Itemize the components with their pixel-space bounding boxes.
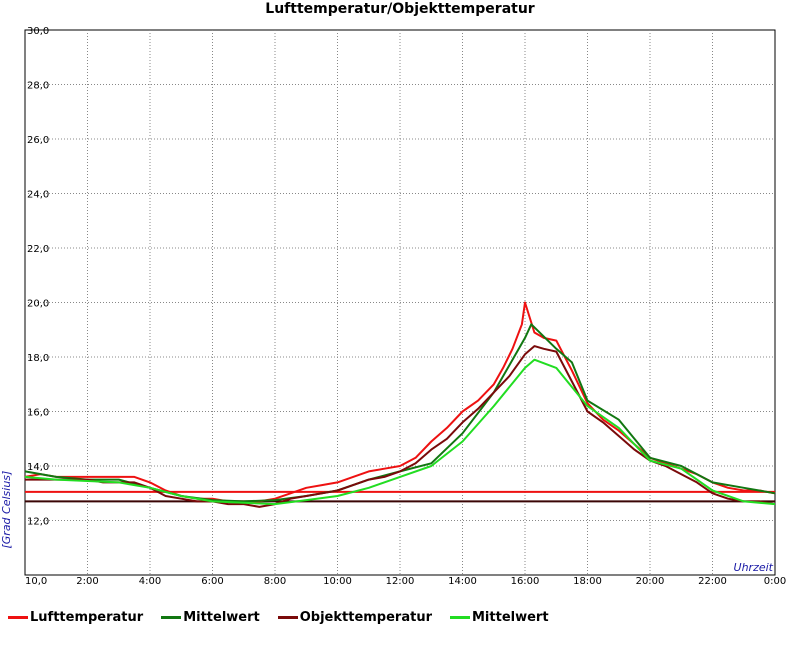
legend-item-lufttemperatur: Lufttemperatur [8, 610, 143, 625]
x-tick-label: 18:00 [573, 576, 602, 587]
chart-title: Lufttemperatur/Objekttemperatur [265, 1, 535, 17]
legend-swatch-objekttemperatur [277, 615, 298, 619]
y-tick-label: 28,0 [27, 81, 49, 92]
x-tick-label: 8:00 [264, 576, 286, 587]
x-tick-label: 10,0 [25, 576, 47, 587]
y-tick-label: 30,0 [27, 26, 49, 37]
y-tick-label: 18,0 [27, 353, 49, 364]
x-tick-label: 6:00 [201, 576, 223, 587]
legend-label-lufttemperatur: Lufttemperatur [30, 609, 144, 625]
legend-item-objekttemperatur: Objekttemperatur [277, 609, 432, 625]
legend-label-mittelwert-1: Mittelwert [183, 609, 260, 625]
y-tick-label: 12,0 [27, 517, 49, 528]
x-tick-label: 14:00 [448, 576, 477, 587]
y-tick-label: 14,0 [27, 462, 49, 473]
y-tick-label: 24,0 [27, 190, 49, 201]
legend-swatch-lufttemperatur [8, 615, 28, 619]
y-axis-title: [Grad Celsius] [0, 471, 13, 549]
x-tick-label: 20:00 [636, 576, 665, 587]
y-tick-label: 20,0 [27, 299, 49, 310]
legend-item-mittelwert-2: Mittelwert [450, 610, 549, 625]
chart-legend: Lufttemperatur Mittelwert Objekttemperat… [8, 608, 567, 626]
x-tick-label: 22:00 [698, 576, 727, 587]
legend-label-objekttemperatur: Objekttemperatur [299, 609, 432, 625]
legend-swatch-mittelwert-1 [161, 615, 182, 619]
x-tick-label: 16:00 [511, 576, 540, 587]
y-tick-label: 26,0 [27, 135, 49, 146]
legend-item-mittelwert-1: Mittelwert [161, 610, 260, 625]
x-tick-label: 4:00 [139, 576, 161, 587]
y-tick-label: 22,0 [27, 244, 49, 255]
x-tick-label: 10:00 [323, 576, 352, 587]
x-axis-title: Uhrzeit [734, 561, 774, 574]
y-tick-label: 16,0 [27, 408, 49, 419]
legend-swatch-mittelwert-2 [450, 615, 470, 619]
x-tick-label: 2:00 [76, 576, 98, 587]
chart-plot: 12,0 14,0 16,0 18,0 20,0 22,0 24,0 26,0 28,0 30,0… [0, 26, 786, 587]
x-tick-label: 12:00 [386, 576, 415, 587]
series-line-mittelwert-3 [24, 358, 776, 506]
x-tick-label: 0:00 [764, 576, 786, 587]
legend-label-mittelwert-2: Mittelwert [472, 609, 549, 625]
